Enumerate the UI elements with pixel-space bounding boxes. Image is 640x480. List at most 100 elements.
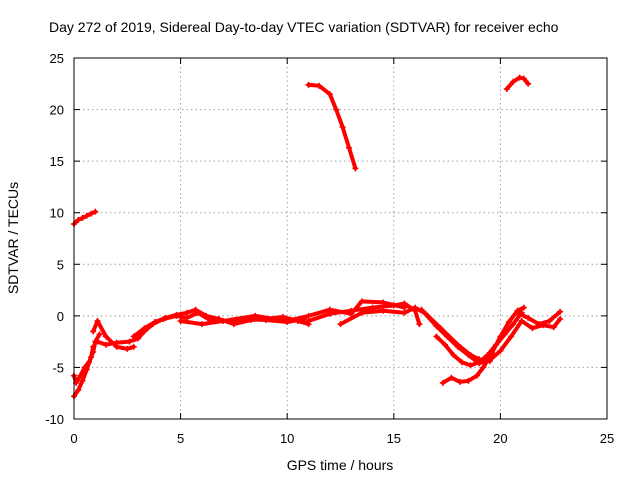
axis-ticks: 0 5 10 15 20 25 -10 -5 0 5 10 15 20 25 (45, 51, 614, 446)
y-tick-label: -5 (52, 360, 64, 375)
data-point (102, 341, 109, 348)
data-point (433, 323, 440, 330)
data-point (525, 80, 532, 87)
data-point (352, 165, 359, 172)
data-point (90, 343, 97, 350)
data-point (508, 333, 515, 340)
data-point (439, 379, 446, 386)
x-tick-label: 25 (600, 431, 614, 446)
series-track-3 (503, 74, 532, 92)
data-point (152, 319, 159, 326)
data-point (505, 319, 512, 326)
data-point (88, 210, 95, 217)
series-track-7 (94, 309, 308, 348)
data-point (126, 338, 133, 345)
data-point (326, 91, 333, 98)
data-point (113, 339, 120, 346)
data-point (339, 124, 346, 131)
data-point (401, 309, 408, 316)
data-point (316, 82, 323, 89)
series-line (419, 307, 524, 366)
data-point (514, 309, 521, 316)
series-track-2 (305, 81, 359, 172)
data-point (333, 106, 340, 113)
data-point (177, 318, 184, 325)
data-point (192, 306, 199, 313)
y-tick-label: 20 (50, 103, 64, 118)
data-point (83, 212, 90, 219)
data-point (454, 343, 461, 350)
data-point (134, 335, 141, 342)
data-point (418, 306, 425, 313)
data-point (203, 312, 210, 319)
data-point (540, 322, 547, 329)
data-point (488, 349, 495, 356)
data-point (305, 318, 312, 325)
data-point (465, 352, 472, 359)
data-point (416, 321, 423, 328)
data-point (444, 333, 451, 340)
data-point (390, 302, 397, 309)
data-point (88, 354, 95, 361)
data-point (476, 359, 483, 366)
data-point (92, 208, 99, 215)
data-point (510, 78, 517, 85)
data-point (459, 359, 466, 366)
data-point (510, 321, 517, 328)
data-point (141, 325, 148, 332)
data-point (305, 312, 312, 319)
data-point (480, 364, 487, 371)
data-point (450, 352, 457, 359)
data-point (497, 347, 504, 354)
data-point (79, 377, 86, 384)
plot-frame (73, 57, 608, 420)
data-point (529, 325, 536, 332)
x-tick-label: 15 (387, 431, 401, 446)
x-tick-label: 10 (280, 431, 294, 446)
x-tick-label: 20 (493, 431, 507, 446)
series-track-15 (514, 308, 564, 328)
data-point (305, 81, 312, 88)
data-point (130, 343, 137, 350)
data-point (546, 318, 553, 325)
data-point (83, 366, 90, 373)
data-point (173, 311, 180, 318)
series-track-16 (518, 315, 564, 332)
data-point (525, 314, 532, 321)
series-track-9 (177, 298, 408, 328)
data-point (75, 216, 82, 223)
data-point (467, 362, 474, 369)
y-tick-label: -10 (45, 412, 64, 427)
data-point (448, 374, 455, 381)
data-point (465, 377, 472, 384)
data-point (198, 321, 205, 328)
data-point (401, 300, 408, 307)
data-point (380, 299, 387, 306)
data-point (516, 74, 523, 81)
data-point (230, 321, 237, 328)
data-point (79, 214, 86, 221)
y-tick-label: 10 (50, 206, 64, 221)
data-point (94, 318, 101, 325)
data-point (96, 331, 103, 338)
chart-title: Day 272 of 2019, Sidereal Day-to-day VTE… (49, 19, 559, 35)
data-point (358, 309, 365, 316)
y-tick-label: 25 (50, 51, 64, 66)
data-point (380, 307, 387, 314)
data-point (124, 345, 131, 352)
data-point (162, 314, 169, 321)
data-point (456, 378, 463, 385)
data-point (252, 312, 259, 319)
data-point (441, 341, 448, 348)
data-point (337, 321, 344, 328)
data-point (412, 304, 419, 311)
data-point (520, 75, 527, 82)
series-track-1 (71, 208, 99, 228)
data-point (90, 328, 97, 335)
data-point (326, 310, 333, 317)
data-point (348, 307, 355, 314)
data-point (497, 333, 504, 340)
data-point (550, 324, 557, 331)
data-point (473, 372, 480, 379)
